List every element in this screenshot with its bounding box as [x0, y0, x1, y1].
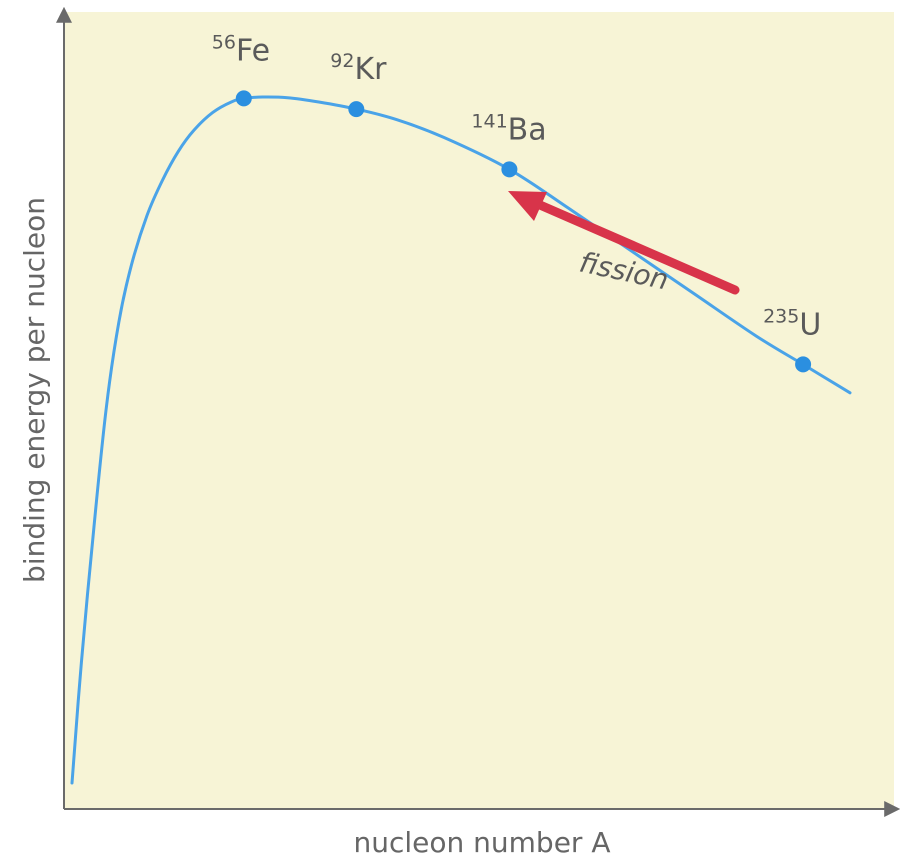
label-u: 235U — [763, 305, 821, 342]
point-fe — [235, 90, 252, 107]
label-symbol-fe: Fe — [236, 33, 270, 68]
point-kr — [348, 101, 365, 118]
fission-arrow-shaft — [535, 200, 740, 295]
label-symbol-kr: Kr — [354, 52, 387, 87]
label-symbol-u: U — [799, 307, 821, 342]
point-u — [795, 356, 812, 373]
label-fe: 56Fe — [212, 31, 270, 68]
label-symbol-ba: Ba — [508, 112, 547, 147]
label-kr: 92Kr — [330, 50, 387, 87]
label-mass-fe: 56 — [212, 31, 236, 53]
point-ba — [501, 161, 518, 178]
y-axis-title: binding energy per nucleon — [18, 197, 51, 583]
fission-arrow — [508, 191, 740, 295]
x-axis-title: nucleon number A — [353, 826, 610, 859]
plot-background — [64, 12, 894, 809]
label-mass-ba: 141 — [471, 110, 507, 132]
fission-arrow-head — [508, 191, 547, 221]
label-mass-u: 235 — [763, 305, 799, 327]
nuclide-points: 56Fe 92Kr 141Ba 235U — [212, 31, 821, 373]
label-mass-kr: 92 — [330, 50, 354, 72]
label-ba: 141Ba — [471, 110, 546, 147]
